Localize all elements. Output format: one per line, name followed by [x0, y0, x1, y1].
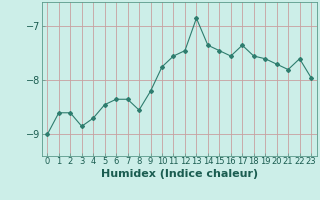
X-axis label: Humidex (Indice chaleur): Humidex (Indice chaleur)	[100, 169, 258, 179]
